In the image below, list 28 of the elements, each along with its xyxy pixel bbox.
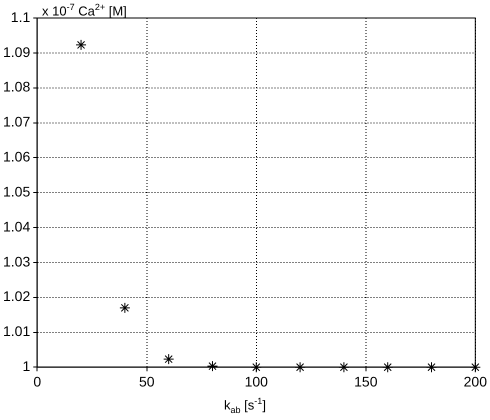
point [426,362,438,373]
y-tick-label: 1.07 [3,114,30,130]
x-tick-label: 150 [354,373,378,390]
point [163,354,174,365]
x-axis-title: k$_{ab}$ [s$^{-1}$] [223,396,267,415]
y-tick-label: 1.01 [3,323,30,340]
y-tick-label: 1 [22,358,30,374]
y-tick-label: 1.02 [3,288,30,304]
x-tick-label: 0 [33,373,42,390]
y-tick-label: 1.03 [3,253,30,270]
point [338,362,350,373]
y-tick-label: 1.1 [10,8,30,25]
point [470,362,481,373]
y-tick-label: 1.05 [3,183,30,200]
y-tick-label: 1.06 [3,148,30,165]
y-axis-title: x 10$^{-7}$ Ca$^{2+}$ [M] [42,2,127,18]
y-tick-label: 1.04 [3,218,30,234]
point [294,362,306,373]
x-tick-label: 100 [244,373,268,390]
point [206,360,218,372]
point [382,362,394,373]
y-tick-label: 1.08 [3,78,30,95]
point [119,302,130,314]
y-tick-label: 1.09 [3,44,30,60]
x-tick-label: 50 [138,373,155,390]
point [250,362,262,373]
x-tick-label: 200 [464,373,488,390]
point [76,39,87,50]
